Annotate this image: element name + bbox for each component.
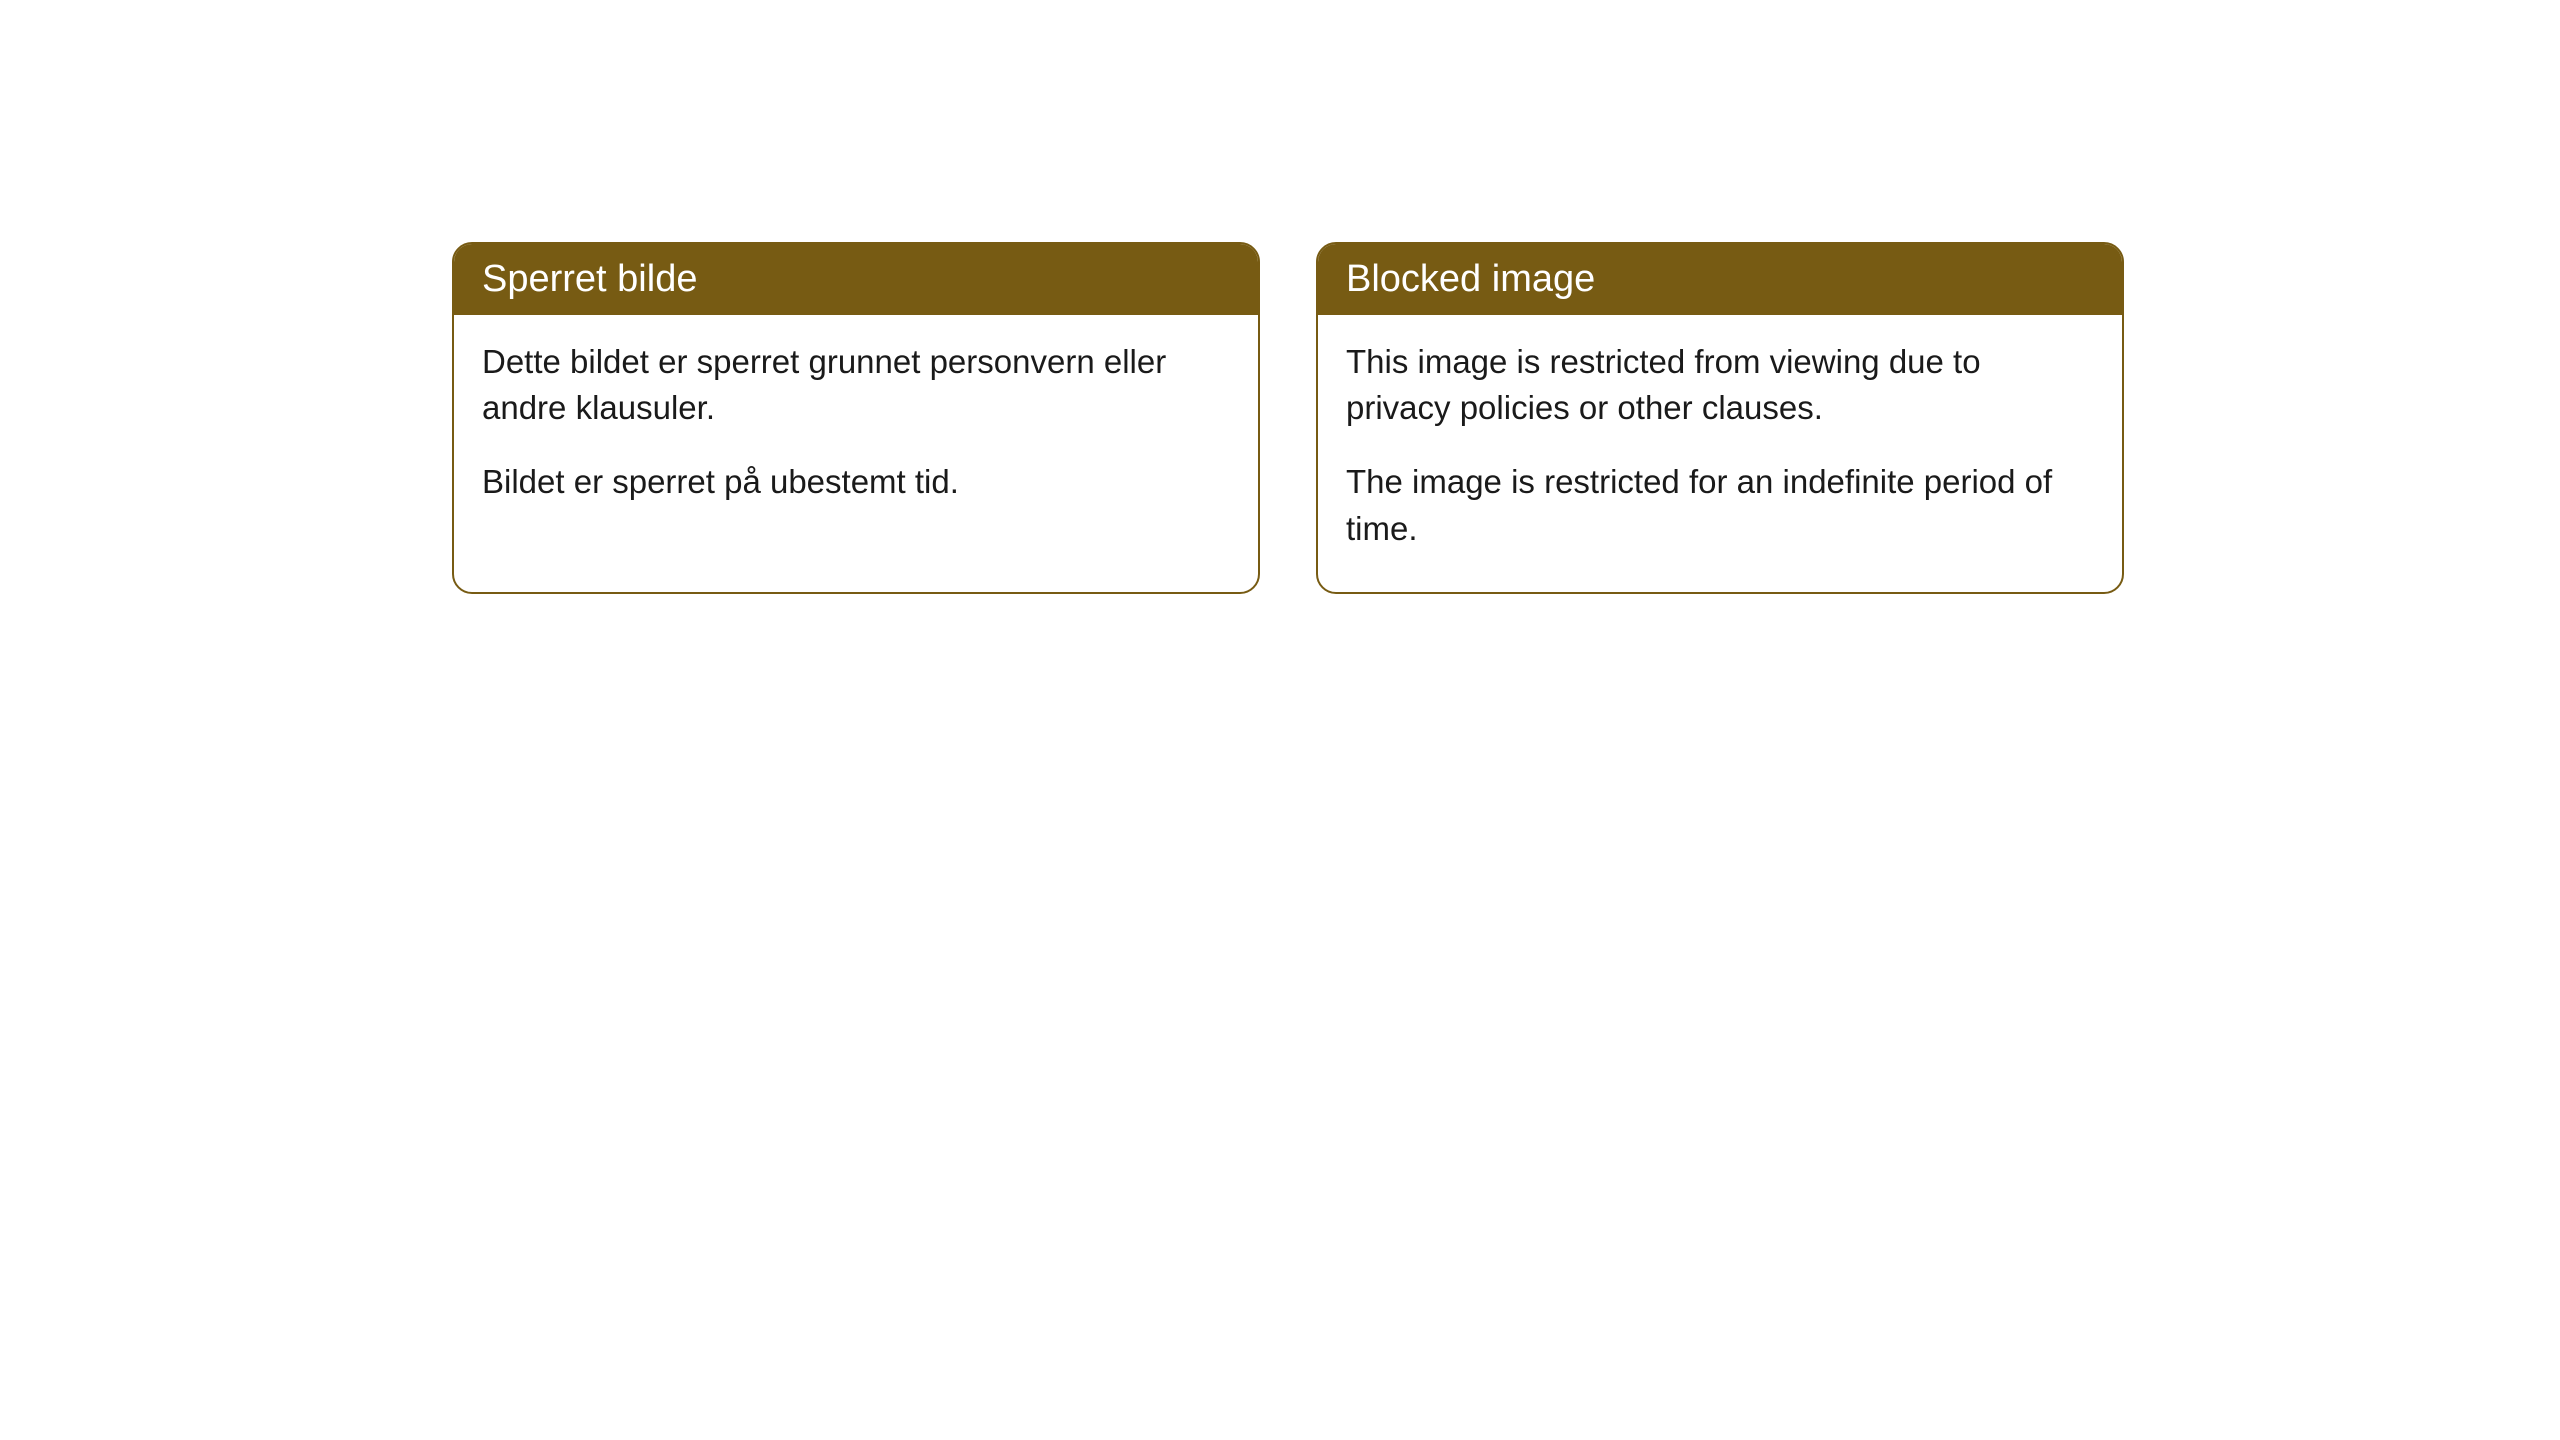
card-paragraph: The image is restricted for an indefinit… bbox=[1346, 459, 2094, 551]
card-header-norwegian: Sperret bilde bbox=[454, 244, 1258, 315]
card-header-english: Blocked image bbox=[1318, 244, 2122, 315]
card-paragraph: This image is restricted from viewing du… bbox=[1346, 339, 2094, 431]
card-paragraph: Dette bildet er sperret grunnet personve… bbox=[482, 339, 1230, 431]
notice-card-norwegian: Sperret bilde Dette bildet er sperret gr… bbox=[452, 242, 1260, 594]
notice-cards-container: Sperret bilde Dette bildet er sperret gr… bbox=[0, 0, 2560, 594]
notice-card-english: Blocked image This image is restricted f… bbox=[1316, 242, 2124, 594]
card-title: Sperret bilde bbox=[482, 258, 697, 300]
card-body-norwegian: Dette bildet er sperret grunnet personve… bbox=[454, 315, 1258, 546]
card-title: Blocked image bbox=[1346, 258, 1595, 300]
card-paragraph: Bildet er sperret på ubestemt tid. bbox=[482, 459, 1230, 505]
card-body-english: This image is restricted from viewing du… bbox=[1318, 315, 2122, 592]
